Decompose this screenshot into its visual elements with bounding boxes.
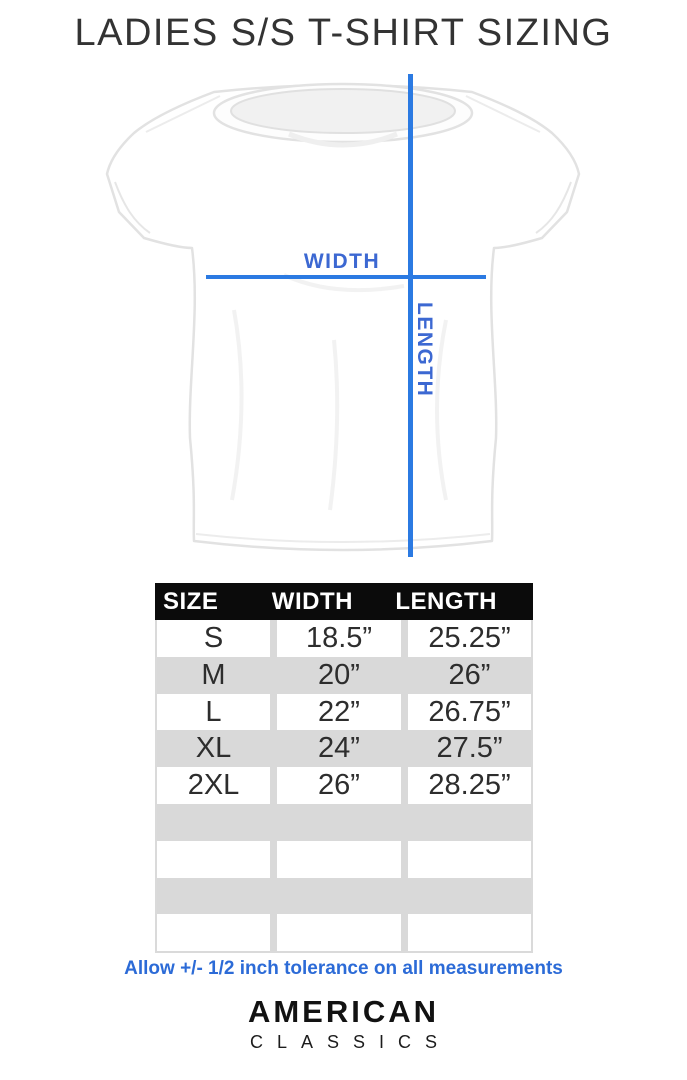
table-body: S 18.5” 25.25” M 20” 26” L 22” 26.75” XL… bbox=[155, 620, 533, 954]
table-row-empty bbox=[157, 877, 531, 915]
column-separator bbox=[270, 657, 277, 694]
column-separator bbox=[270, 767, 277, 804]
length-cell: 27.5” bbox=[436, 732, 503, 765]
column-separator bbox=[401, 878, 408, 915]
column-separator bbox=[270, 840, 277, 878]
table-row: 2XL 26” 28.25” bbox=[157, 767, 531, 804]
wrinkle-shading bbox=[230, 273, 448, 511]
length-cell: 25.25” bbox=[428, 622, 511, 654]
collar-shadow bbox=[288, 131, 398, 148]
size-cell: XL bbox=[195, 732, 232, 765]
sleeve-cuff-seams bbox=[114, 181, 572, 234]
column-separator bbox=[270, 693, 277, 731]
width-label: WIDTH bbox=[303, 250, 381, 273]
header-width: WIDTH bbox=[271, 587, 353, 615]
width-cell: 24” bbox=[318, 732, 360, 765]
collar-inner bbox=[230, 88, 456, 134]
tolerance-note: Allow +/- 1/2 inch tolerance on all meas… bbox=[124, 958, 563, 979]
column-separator bbox=[401, 620, 408, 657]
hem-seam bbox=[195, 533, 491, 543]
length-label: LENGTH bbox=[413, 302, 436, 398]
length-cell: 26.75” bbox=[428, 695, 511, 728]
column-separator bbox=[270, 620, 277, 657]
width-cell: 22” bbox=[318, 695, 360, 728]
table-row-empty bbox=[157, 803, 531, 841]
table-row: L 22” 26.75” bbox=[157, 693, 531, 731]
page-title: LADIES S/S T-SHIRT SIZING bbox=[74, 12, 613, 54]
table-row-empty bbox=[157, 914, 531, 952]
width-cell: 18.5” bbox=[305, 622, 373, 654]
size-cell: M bbox=[201, 658, 226, 691]
column-separator bbox=[270, 730, 277, 767]
tshirt-illustration bbox=[105, 82, 581, 552]
table-row: S 18.5” 25.25” bbox=[157, 620, 531, 657]
length-measure-line bbox=[408, 74, 413, 557]
size-chart-table: SIZE WIDTH LENGTH S 18.5” 25.25” M 20” 2… bbox=[155, 583, 533, 954]
column-separator bbox=[401, 693, 408, 731]
header-length: LENGTH bbox=[395, 587, 497, 615]
column-separator bbox=[401, 730, 408, 767]
tshirt-body bbox=[105, 83, 581, 552]
header-size: SIZE bbox=[163, 587, 219, 615]
table-row: M 20” 26” bbox=[157, 656, 531, 694]
column-separator bbox=[401, 840, 408, 878]
brand-subname: CLASSICS bbox=[249, 1032, 452, 1052]
size-cell: S bbox=[203, 622, 224, 654]
column-separator bbox=[401, 767, 408, 804]
column-separator bbox=[401, 804, 408, 841]
table-header-row: SIZE WIDTH LENGTH bbox=[155, 583, 533, 620]
width-cell: 26” bbox=[318, 769, 360, 802]
brand-name: AMERICAN bbox=[247, 994, 440, 1029]
column-separator bbox=[401, 657, 408, 694]
column-separator bbox=[270, 804, 277, 841]
length-cell: 26” bbox=[448, 658, 491, 691]
brand-logo: AMERICAN CLASSICS bbox=[0, 994, 687, 1053]
size-cell: L bbox=[205, 695, 222, 728]
column-separator bbox=[401, 914, 408, 952]
size-cell: 2XL bbox=[187, 769, 240, 802]
column-separator bbox=[270, 914, 277, 952]
length-cell: 28.25” bbox=[428, 769, 511, 802]
column-separator bbox=[270, 878, 277, 915]
shoulder-seams bbox=[145, 95, 541, 133]
width-measure-line bbox=[206, 275, 486, 279]
width-cell: 20” bbox=[318, 658, 360, 691]
table-row: XL 24” 27.5” bbox=[157, 730, 531, 768]
table-row-empty bbox=[157, 840, 531, 878]
